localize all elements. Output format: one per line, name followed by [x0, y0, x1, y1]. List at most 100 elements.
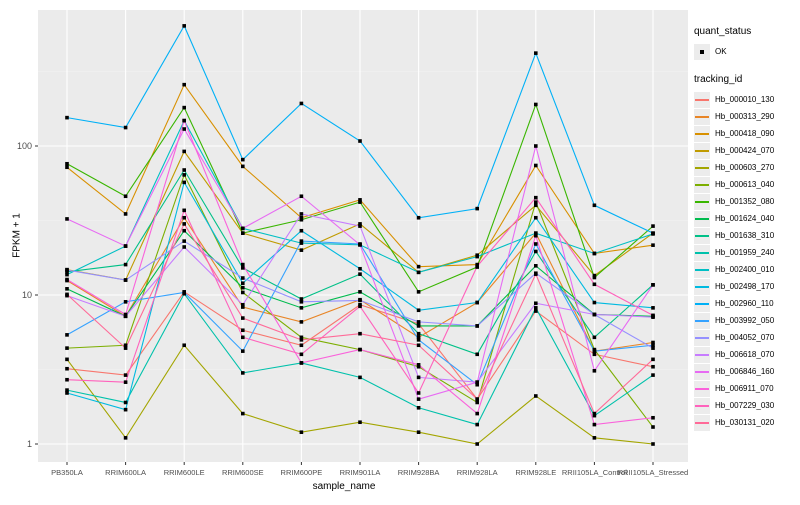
x-axis-title: sample_name [312, 481, 376, 492]
data-point [358, 243, 362, 247]
data-point [651, 373, 655, 377]
data-point [416, 375, 421, 380]
data-point [241, 335, 245, 340]
data-point [475, 422, 479, 427]
data-point [416, 290, 421, 294]
data-point [651, 357, 655, 362]
data-point [299, 101, 304, 106]
data-point [592, 275, 597, 280]
legend-item-label: Hb_006846_160 [715, 367, 775, 376]
data-point [416, 364, 421, 369]
y-axis-title: FPKM + 1 [11, 213, 23, 258]
data-point [651, 283, 655, 287]
data-point [65, 115, 69, 120]
data-point [299, 361, 304, 365]
data-point [182, 173, 186, 177]
data-point [299, 338, 304, 342]
data-point [299, 320, 304, 324]
data-point [123, 380, 128, 384]
data-point [65, 292, 69, 297]
legend-item: Hb_004052_070 [694, 329, 800, 346]
data-point [534, 394, 538, 398]
data-point [65, 391, 69, 395]
legend-key-swatch [694, 193, 710, 210]
data-point [241, 276, 245, 280]
series-color-line-icon [695, 200, 709, 203]
x-tick-label: RRII105LA_Control [562, 468, 627, 477]
series-color-line-icon [695, 302, 709, 305]
data-point [241, 316, 245, 320]
data-point [416, 338, 421, 342]
data-point [241, 411, 245, 416]
legend-item-label: Hb_000603_270 [715, 163, 775, 172]
series-color-line-icon [695, 132, 709, 135]
data-point [534, 309, 538, 313]
data-point [123, 400, 128, 405]
data-point [592, 349, 597, 353]
data-point [182, 222, 186, 226]
legend-key-swatch [694, 244, 710, 261]
data-point [299, 300, 304, 304]
legend-item: Hb_007229_030 [694, 397, 800, 414]
legend-item: Hb_006846_160 [694, 363, 800, 380]
data-point [475, 442, 479, 446]
data-point [416, 270, 421, 275]
data-point [123, 300, 128, 304]
legend-key-swatch [694, 142, 710, 159]
legend-key-swatch [694, 261, 710, 278]
data-point [475, 206, 479, 211]
legend-item-label: Hb_000010_130 [715, 95, 775, 104]
data-point [123, 194, 128, 199]
data-point [358, 222, 362, 226]
data-point [416, 322, 421, 326]
data-point [299, 297, 304, 301]
point-marker-icon [700, 49, 704, 54]
data-point [299, 430, 304, 435]
series-color-line-icon [695, 268, 709, 271]
legend-item-label: Hb_000418_090 [715, 129, 775, 138]
data-point [358, 272, 362, 276]
data-point [299, 239, 304, 243]
legend-key-swatch [694, 176, 710, 193]
x-tick-label: RRII105LA_Stressed [618, 468, 688, 477]
data-point [123, 407, 128, 412]
data-point [475, 397, 479, 401]
data-point [358, 198, 362, 202]
data-point [651, 224, 655, 228]
data-point [475, 300, 479, 305]
series-color-line-icon [695, 251, 709, 254]
data-point [358, 347, 362, 352]
data-point [416, 391, 421, 395]
data-point [182, 82, 186, 87]
legend-item-label: Hb_006911_070 [715, 384, 774, 393]
legend-item-label: Hb_002400_010 [715, 265, 775, 274]
legend-item-label: Hb_000424_070 [715, 146, 775, 155]
legend-item: Hb_000424_070 [694, 142, 800, 159]
legend-key-swatch [694, 159, 710, 176]
data-point [651, 425, 655, 429]
data-point [299, 228, 304, 233]
data-point [592, 300, 597, 305]
data-point [241, 226, 245, 231]
x-tick-label: PB350LA [51, 468, 83, 477]
data-point [241, 281, 245, 286]
data-point [416, 331, 421, 336]
legend-item-ok: OK [694, 43, 800, 60]
data-point [241, 328, 245, 333]
data-point [534, 301, 538, 306]
x-tick-label: RRIM928LE [515, 468, 556, 477]
data-point [475, 411, 479, 416]
data-point [123, 262, 128, 267]
data-point [592, 413, 597, 418]
legend-item: Hb_000603_270 [694, 159, 800, 176]
data-point [592, 335, 597, 340]
legend-tracking-id: tracking_id Hb_000010_130 Hb_000313_290 Hb… [694, 74, 800, 431]
x-tick-label: RRIM600LA [105, 468, 146, 477]
data-point [65, 272, 69, 277]
data-point [182, 168, 186, 172]
data-point [358, 375, 362, 380]
data-point [241, 290, 245, 295]
data-point [65, 333, 69, 337]
legend-key-swatch [694, 346, 710, 363]
data-point [241, 157, 245, 162]
